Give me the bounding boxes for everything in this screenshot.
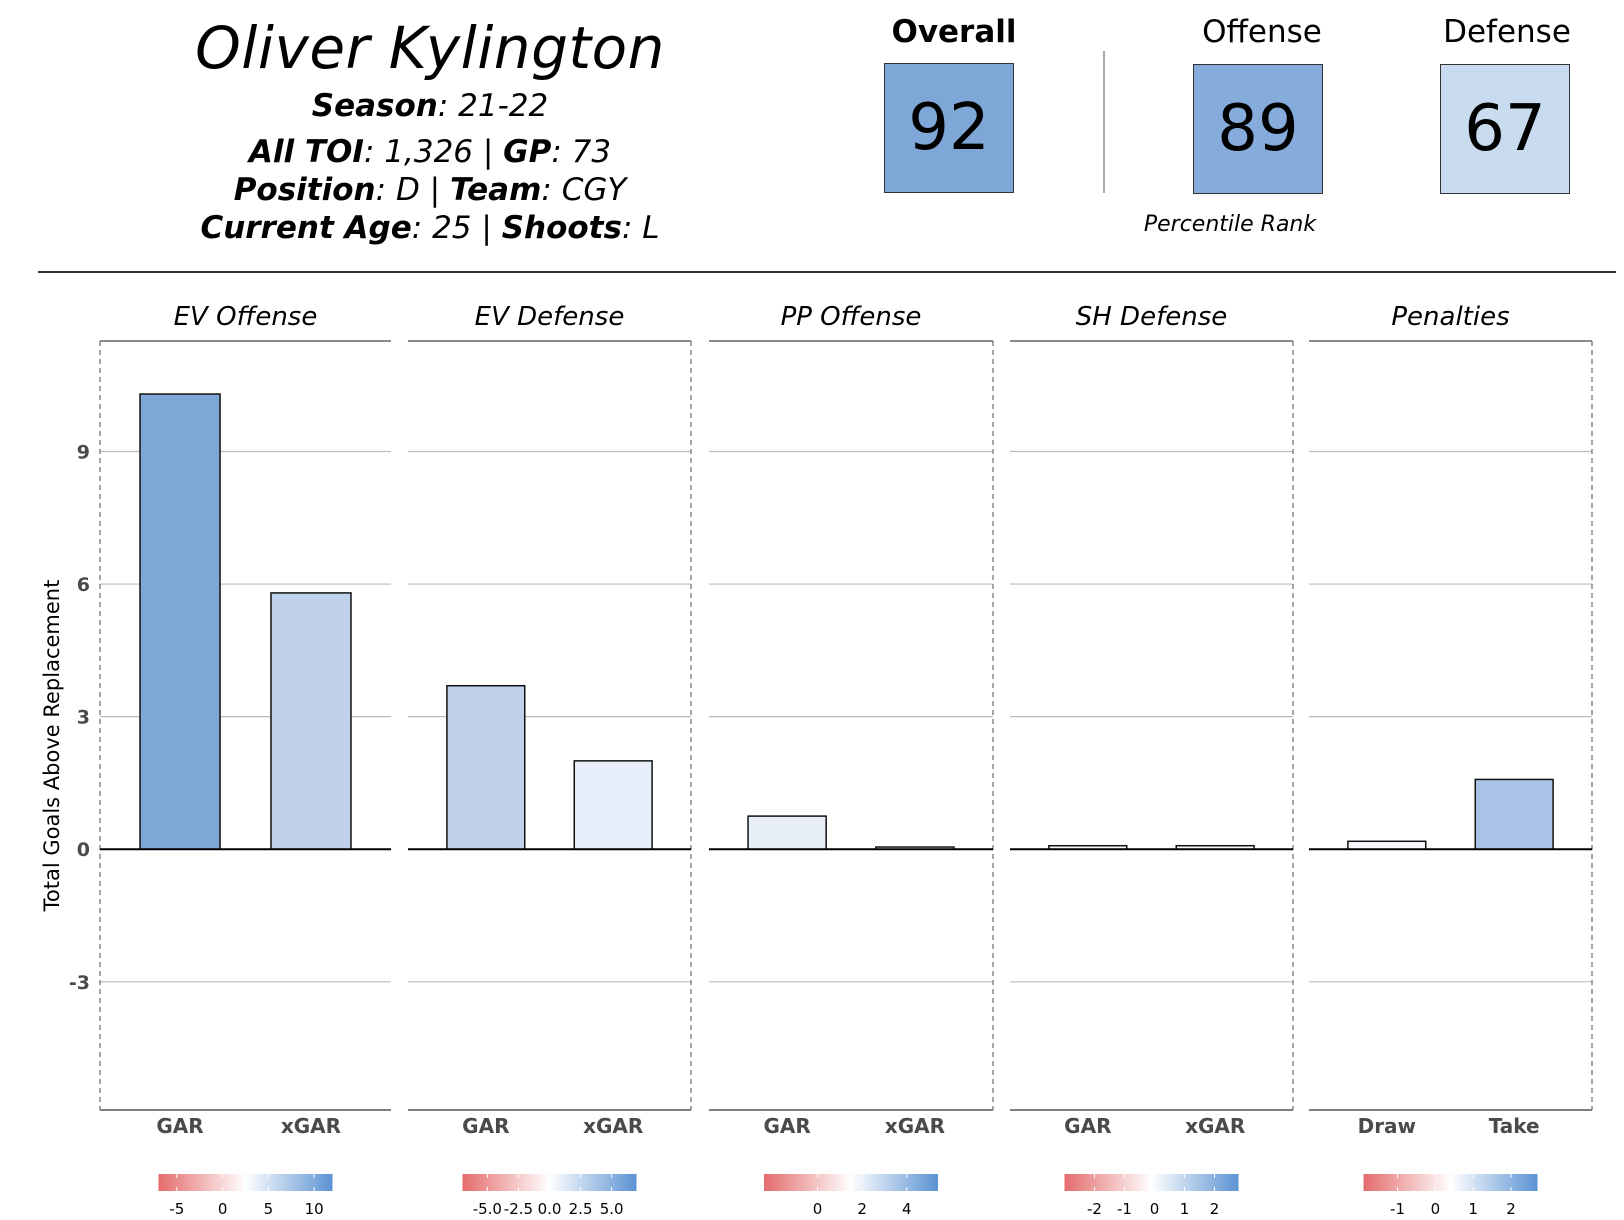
legend-tick-label: 1	[1468, 1200, 1478, 1218]
season-value: 21-22	[458, 88, 549, 124]
legend-tick-label: 0	[813, 1200, 823, 1218]
color-legend-bar	[1363, 1174, 1538, 1191]
legend-tick-label: -2.5	[504, 1200, 533, 1218]
toi-gp-line: All TOI: 1,326 | GP: 73	[248, 134, 612, 170]
panel-title: SH Defense	[1076, 302, 1228, 332]
gp-value: 73	[571, 134, 612, 170]
offense-rank-title: Offense	[1202, 14, 1322, 50]
position-team-line: Position: D | Team: CGY	[233, 172, 627, 208]
bar	[1347, 840, 1427, 850]
x-tick-label: Take	[1489, 1114, 1540, 1138]
legend-tick-label: 2	[857, 1200, 867, 1218]
legend-tick-label: -1	[1117, 1200, 1132, 1218]
overall-rank-title: Overall	[891, 14, 1017, 50]
x-tick-label: GAR	[1064, 1114, 1111, 1138]
toi-value: 1,326	[384, 134, 474, 170]
position-value: D	[395, 172, 420, 208]
color-legend-bar	[1064, 1174, 1239, 1191]
age-value: 25	[432, 210, 472, 246]
y-axis-label: Total Goals Above Replacement	[40, 580, 64, 913]
legend-tick-label: 0	[218, 1200, 228, 1218]
x-tick-label: GAR	[763, 1114, 810, 1138]
header-rule	[38, 271, 1616, 273]
legend-tick-label: 5	[264, 1200, 274, 1218]
y-tick-label: 0	[77, 839, 90, 861]
legend-tick-label: 0.0	[538, 1200, 562, 1218]
rank-divider	[1103, 51, 1105, 193]
panel-title: Penalties	[1391, 302, 1509, 332]
gp-label: GP	[503, 134, 552, 170]
age-shoots-line: Current Age: 25 | Shoots: L	[200, 210, 660, 246]
panel-title: PP Offense	[781, 302, 922, 332]
toi-label: All TOI	[248, 134, 364, 170]
legend-tick-label: 4	[902, 1200, 912, 1218]
shoots-value: L	[642, 210, 660, 246]
legend-tick-label: 2	[1506, 1200, 1516, 1218]
x-tick-label: xGAR	[583, 1114, 643, 1138]
y-tick-label: 3	[77, 707, 90, 729]
y-tick-label: -3	[69, 972, 90, 994]
panel-title: EV Offense	[174, 302, 318, 332]
overall-rank-box: 92	[884, 63, 1014, 193]
color-legend-bar	[158, 1174, 333, 1191]
legend-tick-label: 0	[1431, 1200, 1441, 1218]
legend-tick-label: 10	[305, 1200, 324, 1218]
bar	[747, 815, 827, 850]
x-tick-label: GAR	[156, 1114, 203, 1138]
legend-tick-label: 0	[1150, 1200, 1160, 1218]
bar	[270, 592, 352, 850]
legend-tick-label: -5	[169, 1200, 184, 1218]
x-tick-label: xGAR	[885, 1114, 945, 1138]
bar	[573, 760, 653, 850]
legend-tick-label: 2.5	[569, 1200, 593, 1218]
legend-tick-label: -2	[1087, 1200, 1102, 1218]
color-legend-bar	[462, 1174, 637, 1191]
player-header: Oliver Kylington Season: 21-22 All TOI: …	[0, 0, 1624, 270]
x-tick-label: GAR	[462, 1114, 509, 1138]
age-label: Current Age	[200, 210, 412, 246]
defense-rank-box: 67	[1440, 64, 1570, 194]
legend-tick-label: 5.0	[600, 1200, 624, 1218]
season-line: Season: 21-22	[311, 88, 549, 124]
bar	[1474, 778, 1554, 850]
legend-tick-label: -1	[1390, 1200, 1405, 1218]
y-tick-label: 9	[77, 441, 90, 463]
x-tick-label: xGAR	[1185, 1114, 1245, 1138]
team-value: CGY	[561, 172, 627, 208]
panel-title: EV Defense	[475, 302, 625, 332]
y-tick-label: 6	[77, 574, 90, 596]
defense-rank-title: Defense	[1443, 14, 1571, 50]
x-tick-label: Draw	[1358, 1114, 1416, 1138]
position-label: Position	[233, 172, 376, 208]
x-tick-label: xGAR	[281, 1114, 341, 1138]
bar	[446, 684, 526, 850]
season-label: Season	[311, 88, 438, 124]
bar	[139, 393, 221, 850]
shoots-label: Shoots	[501, 210, 622, 246]
legend-tick-label: 2	[1210, 1200, 1220, 1218]
player-name: Oliver Kylington	[195, 14, 665, 82]
legend-tick-label: -5.0	[473, 1200, 502, 1218]
color-legend-bar	[764, 1174, 938, 1191]
offense-rank-box: 89	[1193, 64, 1323, 194]
team-label: Team	[449, 172, 542, 208]
percentile-caption: Percentile Rank	[1143, 212, 1317, 237]
legend-tick-label: 1	[1180, 1200, 1190, 1218]
